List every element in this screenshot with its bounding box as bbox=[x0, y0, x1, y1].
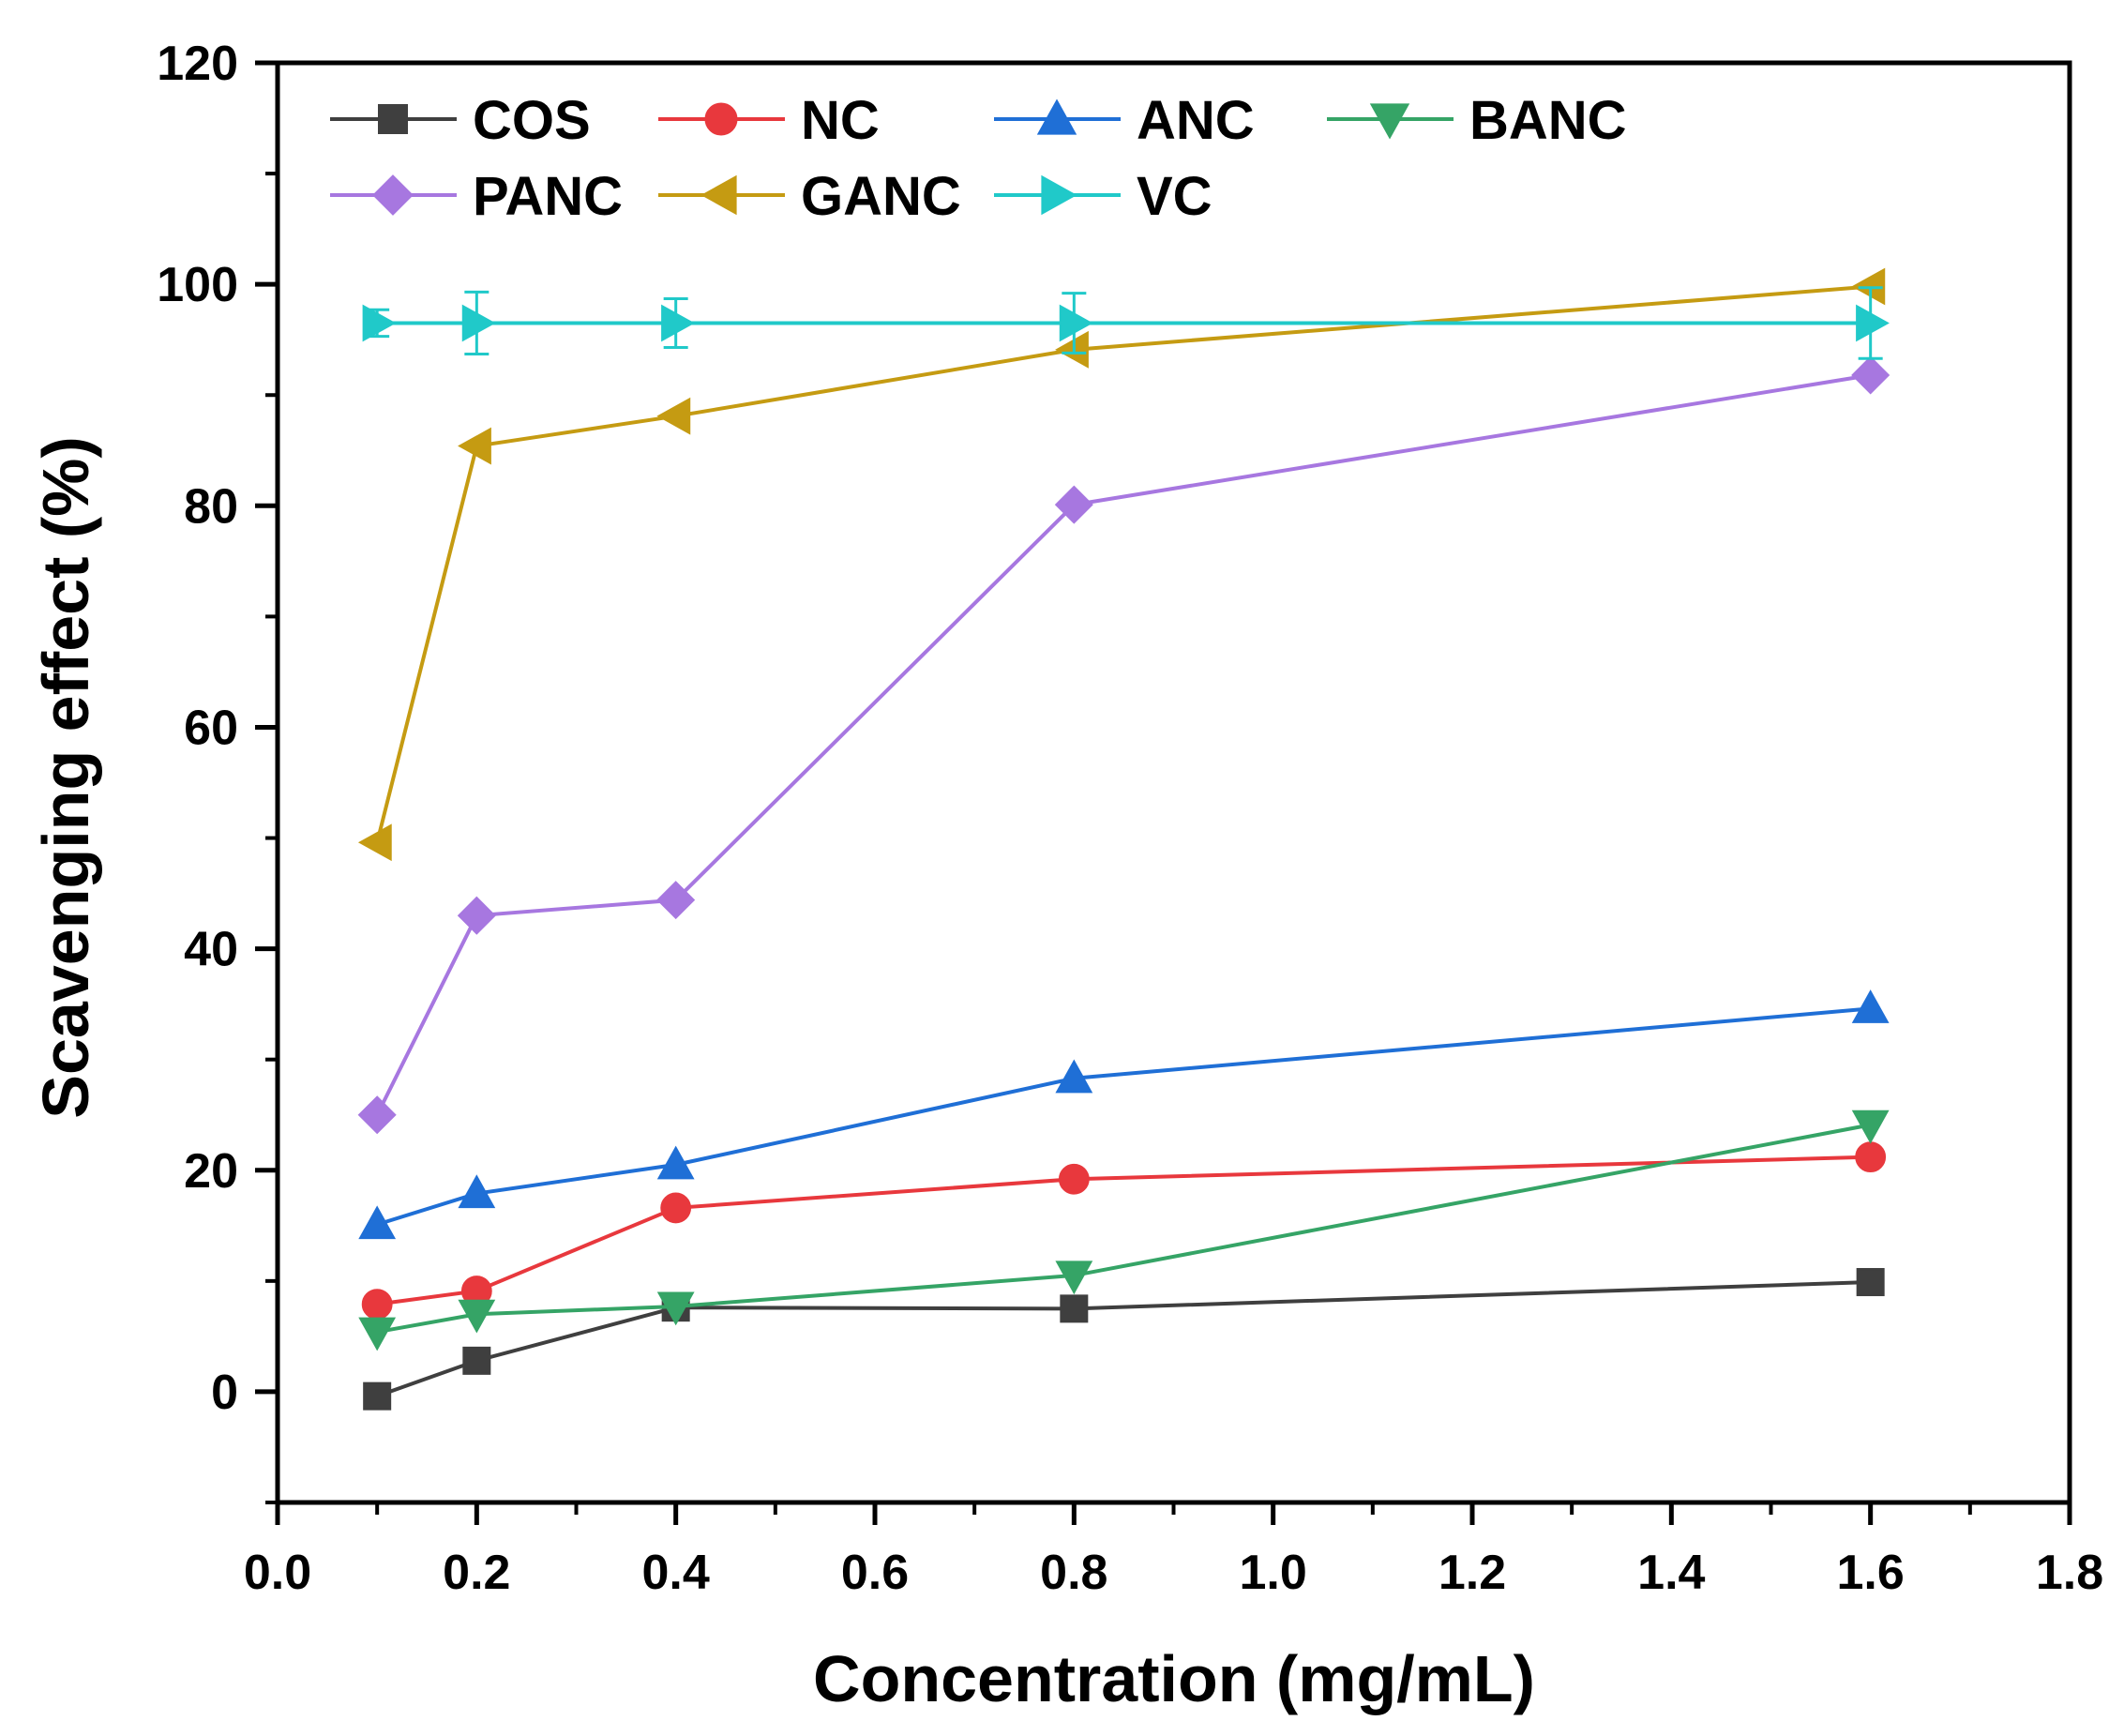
data-point-panc bbox=[1851, 355, 1891, 395]
legend-label-anc: ANC bbox=[1137, 90, 1255, 151]
data-point-ganc bbox=[357, 823, 392, 862]
series-line-ganc bbox=[375, 284, 1871, 843]
data-point-anc bbox=[458, 1174, 496, 1209]
x-tick-label: 1.8 bbox=[2036, 1546, 2103, 1600]
series-ganc bbox=[357, 267, 1886, 862]
x-tick-label: 0.8 bbox=[1040, 1546, 1107, 1600]
x-tick-label: 0.0 bbox=[244, 1546, 311, 1600]
x-axis: 0.0 0.2 0.4 0.6 0.8 1.0 1.2 1.4 1.6 1.8 bbox=[244, 1502, 2103, 1600]
data-point-banc bbox=[358, 1317, 397, 1351]
legend-label-ganc: GANC bbox=[801, 166, 961, 227]
data-point-anc bbox=[1851, 989, 1890, 1023]
data-point-panc bbox=[656, 881, 696, 920]
legend-label-banc: BANC bbox=[1469, 90, 1627, 151]
data-point-anc bbox=[358, 1205, 397, 1240]
legend: COS NC ANC BANC PANC GANC VC bbox=[330, 90, 1627, 227]
data-point-panc bbox=[357, 1095, 397, 1135]
data-point-ganc bbox=[656, 397, 691, 435]
legend-item-panc: PANC bbox=[330, 166, 623, 227]
series-layer bbox=[357, 267, 1891, 1411]
data-point-cos bbox=[363, 1381, 392, 1411]
series-vc bbox=[362, 286, 1890, 360]
legend-item-banc: BANC bbox=[1327, 90, 1627, 151]
plot-frame bbox=[275, 60, 2072, 1505]
legend-item-vc: VC bbox=[994, 166, 1213, 227]
series-line-cos bbox=[376, 1280, 1871, 1398]
plot-border bbox=[275, 60, 2072, 1505]
legend-marker-anc bbox=[1036, 98, 1077, 135]
y-tick-label: 40 bbox=[184, 923, 238, 977]
series-line-panc bbox=[375, 373, 1871, 1116]
y-tick-label: 80 bbox=[184, 479, 238, 534]
data-point-nc bbox=[1855, 1141, 1887, 1172]
data-point-banc bbox=[656, 1291, 695, 1326]
x-tick-label: 1.4 bbox=[1637, 1546, 1705, 1600]
data-point-vc bbox=[461, 304, 496, 342]
legend-item-ganc: GANC bbox=[658, 166, 961, 227]
data-point-nc bbox=[660, 1192, 692, 1224]
series-nc bbox=[361, 1141, 1887, 1321]
legend-item-anc: ANC bbox=[994, 90, 1255, 151]
series-line-anc bbox=[376, 1006, 1871, 1227]
x-tick-label: 0.2 bbox=[443, 1546, 510, 1600]
data-point-cos bbox=[1060, 1294, 1089, 1323]
data-point-banc bbox=[458, 1299, 496, 1334]
legend-label-nc: NC bbox=[801, 90, 880, 151]
x-tick-label: 1.2 bbox=[1439, 1546, 1506, 1600]
series-anc bbox=[358, 989, 1890, 1240]
data-point-panc bbox=[1054, 485, 1093, 524]
y-tick-label: 100 bbox=[157, 258, 238, 312]
series-line-banc bbox=[376, 1123, 1872, 1335]
x-tick-label: 0.6 bbox=[841, 1546, 909, 1600]
data-point-vc bbox=[661, 304, 695, 342]
legend-marker-ganc bbox=[700, 174, 737, 216]
data-point-cos bbox=[462, 1346, 491, 1375]
series-panc bbox=[357, 355, 1891, 1135]
x-tick-label: 1.6 bbox=[1837, 1546, 1905, 1600]
legend-item-nc: NC bbox=[658, 90, 880, 151]
data-point-banc bbox=[1055, 1260, 1093, 1295]
data-point-nc bbox=[361, 1289, 393, 1321]
legend-marker-panc bbox=[372, 174, 414, 216]
y-tick-label: 20 bbox=[184, 1144, 238, 1199]
data-point-panc bbox=[457, 896, 496, 935]
y-tick-label: 0 bbox=[211, 1366, 238, 1420]
data-point-cos bbox=[1856, 1268, 1885, 1297]
data-point-vc bbox=[1059, 304, 1093, 342]
legend-marker-banc bbox=[1369, 103, 1410, 140]
data-point-vc bbox=[362, 304, 397, 342]
data-point-nc bbox=[1058, 1163, 1090, 1195]
y-axis: 0 20 40 60 80 100 120 bbox=[157, 37, 278, 1504]
y-tick-label: 120 bbox=[157, 37, 238, 91]
data-point-anc bbox=[656, 1145, 695, 1180]
data-point-ganc bbox=[1055, 330, 1089, 369]
series-cos bbox=[363, 1268, 1885, 1411]
x-tick-label: 0.4 bbox=[642, 1546, 710, 1600]
legend-marker-cos bbox=[378, 104, 408, 134]
legend-label-vc: VC bbox=[1137, 166, 1213, 227]
legend-marker-nc bbox=[704, 102, 738, 136]
legend-label-cos: COS bbox=[473, 90, 591, 151]
y-tick-label: 60 bbox=[184, 701, 238, 755]
legend-item-cos: COS bbox=[330, 90, 591, 151]
x-axis-title: Concentration (mg/mL) bbox=[813, 1642, 1535, 1715]
legend-label-panc: PANC bbox=[473, 166, 623, 227]
y-axis-title: Scavenging effect (%) bbox=[29, 436, 102, 1118]
legend-marker-vc bbox=[1041, 174, 1077, 216]
data-point-anc bbox=[1055, 1059, 1093, 1094]
x-tick-label: 1.0 bbox=[1240, 1546, 1307, 1600]
data-point-ganc bbox=[458, 427, 491, 465]
series-line-nc bbox=[376, 1155, 1871, 1306]
series-banc bbox=[358, 1110, 1890, 1351]
data-point-banc bbox=[1851, 1110, 1890, 1144]
data-point-vc bbox=[1856, 304, 1890, 342]
